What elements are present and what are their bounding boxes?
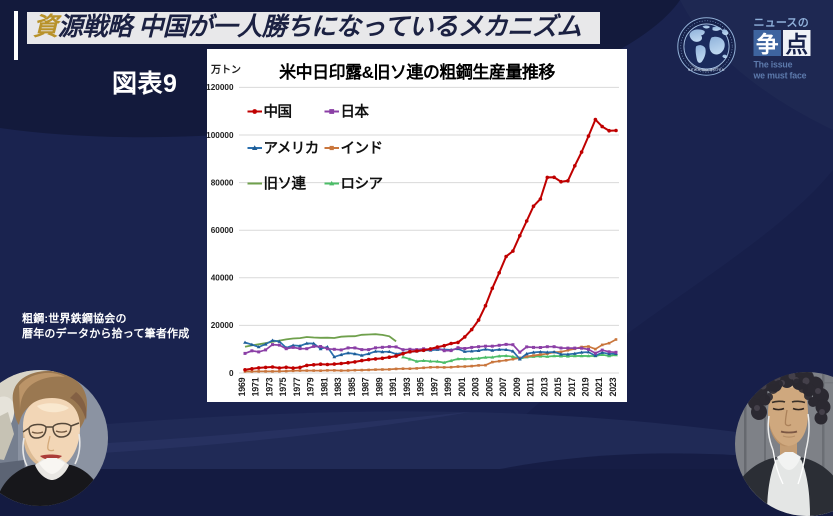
svg-text:1977: 1977 — [292, 377, 302, 396]
svg-text:2015: 2015 — [553, 377, 563, 396]
svg-text:100000: 100000 — [206, 131, 234, 140]
svg-text:インド: インド — [341, 141, 383, 157]
svg-text:1995: 1995 — [416, 377, 426, 396]
svg-text:2001: 2001 — [457, 377, 467, 396]
svg-text:2017: 2017 — [567, 377, 577, 396]
svg-text:20000: 20000 — [211, 321, 234, 330]
svg-text:120000: 120000 — [206, 83, 234, 92]
svg-text:1989: 1989 — [374, 377, 384, 396]
svg-text:60000: 60000 — [211, 226, 234, 235]
svg-text:2021: 2021 — [594, 377, 604, 396]
svg-text:点: 点 — [785, 33, 808, 58]
svg-text:2009: 2009 — [512, 377, 522, 396]
svg-text:1985: 1985 — [347, 377, 357, 396]
svg-text:1969: 1969 — [237, 377, 247, 396]
svg-text:1971: 1971 — [251, 377, 261, 396]
svg-text:40000: 40000 — [211, 274, 234, 283]
svg-text:1979: 1979 — [306, 377, 316, 396]
svg-text:争: 争 — [756, 32, 779, 58]
svg-text:中国: 中国 — [264, 103, 292, 121]
svg-text:2013: 2013 — [539, 377, 549, 396]
svg-text:2023: 2023 — [608, 377, 618, 396]
svg-text:1997: 1997 — [429, 377, 439, 396]
svg-text:ロシア: ロシア — [341, 177, 383, 193]
svg-text:we must face: we must face — [753, 71, 807, 81]
svg-text:1987: 1987 — [361, 377, 371, 396]
svg-text:NEWS NO SOTEN: NEWS NO SOTEN — [688, 68, 725, 72]
svg-text:The issue: The issue — [754, 60, 793, 70]
svg-text:1983: 1983 — [333, 377, 343, 396]
svg-text:1981: 1981 — [319, 377, 329, 396]
svg-text:0: 0 — [229, 369, 234, 378]
svg-text:1973: 1973 — [265, 377, 275, 396]
svg-text:1999: 1999 — [443, 377, 453, 396]
svg-text:2005: 2005 — [484, 377, 494, 396]
svg-text:1991: 1991 — [388, 377, 398, 396]
svg-text:ニュースの: ニュースの — [754, 16, 809, 29]
svg-text:日本: 日本 — [341, 103, 370, 121]
svg-text:2011: 2011 — [526, 378, 536, 397]
svg-text:2003: 2003 — [471, 377, 481, 396]
svg-text:80000: 80000 — [211, 178, 234, 187]
svg-text:1975: 1975 — [278, 377, 288, 396]
svg-text:2007: 2007 — [498, 377, 508, 396]
svg-text:旧ソ連: 旧ソ連 — [264, 175, 307, 193]
svg-text:アメリカ: アメリカ — [264, 140, 319, 157]
svg-text:2019: 2019 — [581, 377, 591, 396]
svg-text:1993: 1993 — [402, 377, 412, 396]
